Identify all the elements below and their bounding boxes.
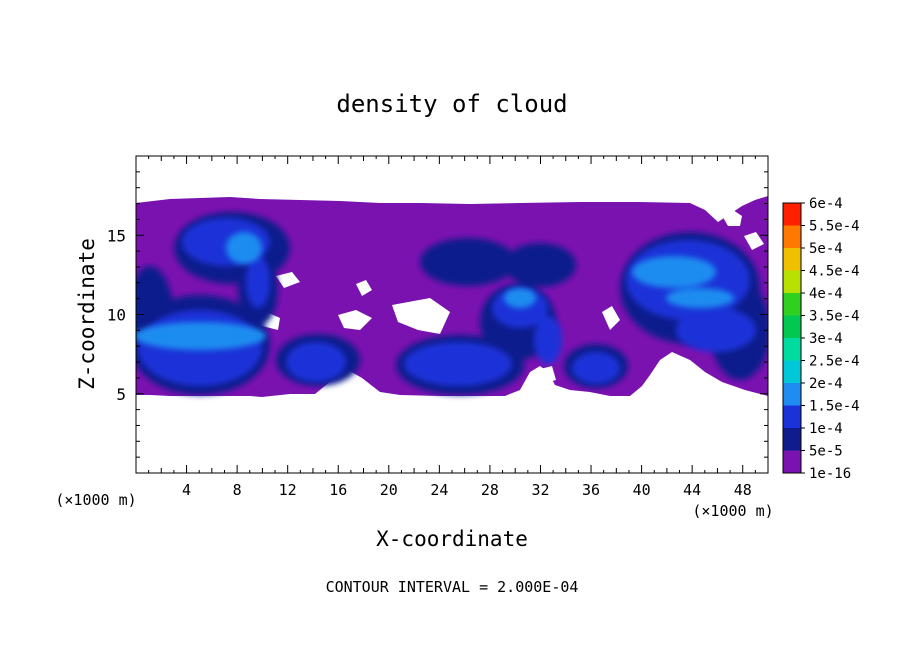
y-tick-label: 5: [116, 385, 126, 404]
x-tick-label: 20: [380, 481, 398, 499]
contour-interval-footer: CONTOUR INTERVAL = 2.000E-04: [326, 578, 579, 596]
x-unit-right: (×1000 m): [692, 502, 773, 520]
chart-title: density of cloud: [336, 90, 567, 118]
x-axis-ticks: 4 8 12 16 20 24 28 32 36 40 44 48: [148, 156, 756, 499]
colorbar-label: 2e-4: [809, 376, 843, 392]
colorbar-swatch: [783, 270, 801, 293]
x-tick-label: 48: [734, 481, 752, 499]
x-tick-label: 4: [182, 481, 191, 499]
colorbar-label: 2.5e-4: [809, 354, 860, 370]
colorbar: 1e-16 5e-5 1e-4 1.5e-4 2e-4 2.5e-4 3e-4 3.5e-4 4…: [782, 196, 860, 482]
colorbar-swatch: [783, 360, 801, 383]
light-blue-regions: [136, 232, 734, 350]
colorbar-label: 4e-4: [809, 286, 843, 302]
colorbar-label: 3.5e-4: [809, 309, 860, 325]
colorbar-label: 5e-5: [809, 444, 843, 460]
y-axis-ticks: 5 10 15: [107, 171, 768, 458]
x-tick-label: 32: [531, 481, 549, 499]
colorbar-label: 3e-4: [809, 331, 843, 347]
colorbar-swatch: [783, 428, 801, 451]
clear-air-holes: [240, 208, 764, 384]
colorbar-swatch: [783, 225, 801, 248]
colorbar-swatch: [783, 383, 801, 406]
colorbar-swatch: [783, 315, 801, 338]
y-axis-label: Z-coordinate: [75, 238, 99, 390]
x-tick-label: 28: [481, 481, 499, 499]
x-tick-label: 16: [329, 481, 347, 499]
colorbar-swatch: [783, 248, 801, 271]
x-tick-label: 8: [233, 481, 242, 499]
colorbar-swatch: [783, 203, 801, 226]
colorbar-swatch: [783, 338, 801, 361]
x-tick-label: 36: [582, 481, 600, 499]
colorbar-label: 1e-4: [809, 421, 843, 437]
colorbar-label: 5e-4: [809, 241, 843, 257]
colorbar-label: 6e-4: [809, 196, 843, 212]
x-tick-label: 24: [430, 481, 448, 499]
colorbar-label: 1e-16: [809, 466, 851, 482]
y-tick-label: 15: [107, 226, 126, 245]
colorbar-label: 5.5e-4: [809, 219, 860, 235]
colorbar-swatch: [783, 293, 801, 316]
colorbar-label: 1.5e-4: [809, 399, 860, 415]
colorbar-swatch: [783, 405, 801, 428]
colorbar-label: 4.5e-4: [809, 264, 860, 280]
colorbar-swatch: [783, 450, 801, 473]
x-unit-left: (×1000 m): [55, 491, 136, 509]
y-tick-label: 10: [107, 306, 126, 325]
x-axis-label: X-coordinate: [376, 527, 528, 551]
x-tick-label: 44: [683, 481, 701, 499]
x-tick-label: 12: [279, 481, 297, 499]
x-tick-label: 40: [633, 481, 651, 499]
cloud-density-field: [136, 196, 768, 397]
